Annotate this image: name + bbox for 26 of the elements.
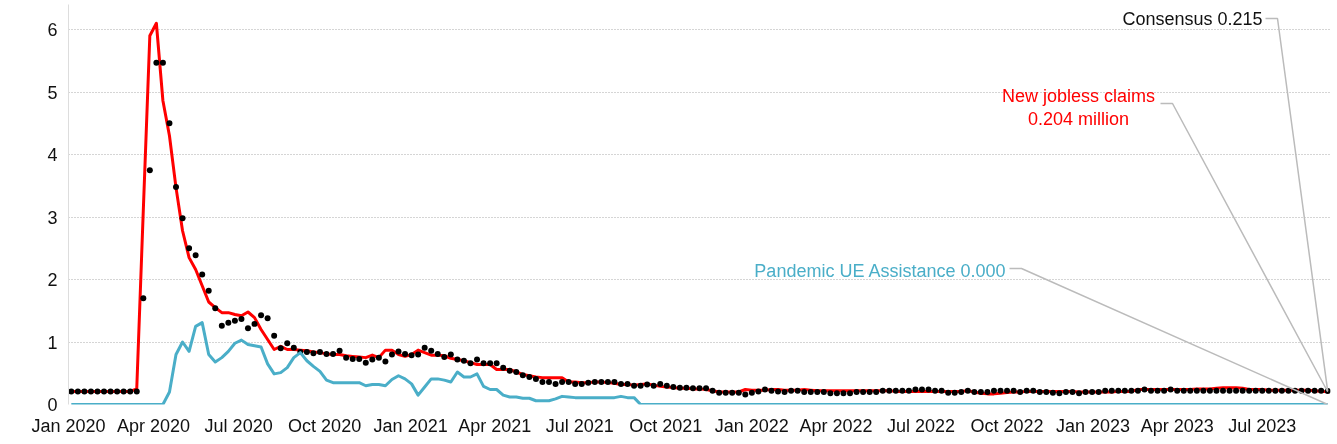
x-tick-label: Jan 2020 [31,415,106,436]
x-tick-label: Apr 2020 [117,415,191,436]
x-tick-label: Oct 2020 [288,415,362,436]
x-tick-label: Jan 2022 [714,415,789,436]
y-tick-label: 0 [47,395,58,415]
x-tick-label: Jul 2022 [887,415,956,436]
annotation: New jobless claims 0.204 million [1001,86,1156,129]
x-tick-label: Jan 2021 [373,415,448,436]
x-tick-label: Jul 2020 [204,415,273,436]
x-tick-label: Jul 2021 [545,415,614,436]
y-tick-label: 4 [47,145,58,165]
x-tick-label: Apr 2021 [458,415,532,436]
y-tick-label: 2 [47,270,58,290]
x-tick-label: Apr 2023 [1140,415,1214,436]
line-series [69,321,1330,405]
x-tick-label: Oct 2022 [970,415,1044,436]
annotation: Pandemic UE Assistance 0.000 [754,260,1006,281]
y-tick-label: 3 [47,207,58,228]
annotation: Consensus 0.215 [1122,8,1263,29]
x-tick-label: Jan 2023 [1056,415,1131,436]
x-tick-label: Jul 2023 [1228,415,1297,436]
y-tick-label: 1 [47,332,58,353]
x-tick-label: Apr 2022 [799,415,873,436]
x-tick-label: Oct 2021 [629,415,703,436]
y-tick-label: 5 [47,82,58,103]
y-tick-label: 6 [47,20,58,40]
